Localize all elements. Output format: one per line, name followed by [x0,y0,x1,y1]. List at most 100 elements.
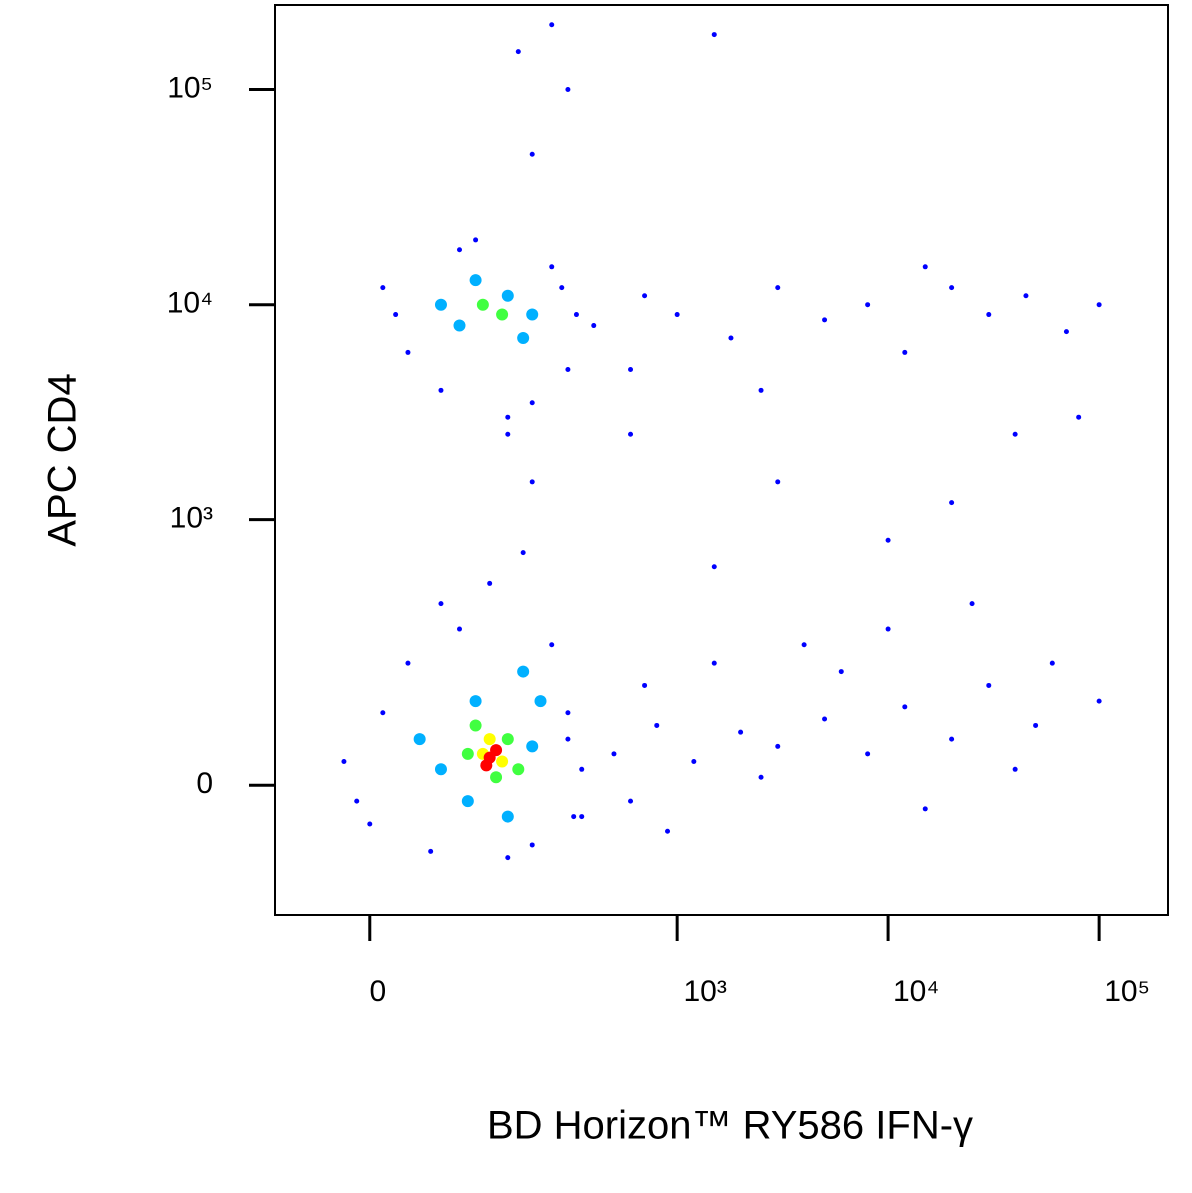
point [380,710,386,716]
point [526,740,539,753]
point [922,806,928,812]
point [512,763,525,776]
point [529,400,535,406]
point [457,247,463,253]
point [501,810,514,823]
point [986,682,992,688]
point [758,774,764,780]
point [711,660,717,666]
point [413,733,426,746]
point [642,682,648,688]
point [728,335,734,341]
point [505,414,511,420]
point [461,747,474,760]
point [801,642,807,648]
point [434,298,447,311]
point [822,716,828,722]
point [579,814,585,820]
point [341,758,347,764]
point [822,317,828,323]
point [1023,293,1029,299]
point [885,626,891,632]
point [1033,722,1039,728]
point [354,798,360,804]
point [457,626,463,632]
y-axis-title: APC CD4 [41,373,85,546]
x-tick-label: 10⁵ [1104,975,1150,1008]
point [490,771,503,784]
point [469,274,482,287]
point [461,795,474,808]
point [758,387,764,393]
point [496,308,509,321]
y-tick-label: 10⁵ [167,71,213,104]
point [434,763,447,776]
point [367,821,373,827]
point [380,285,386,291]
point [1049,660,1055,666]
point [1096,302,1102,308]
point [496,755,509,768]
point [438,387,444,393]
point [517,665,530,678]
point [628,798,634,804]
point [529,842,535,848]
point [453,319,466,332]
point [949,736,955,742]
point [738,729,744,735]
point [611,751,617,757]
point [549,642,555,648]
point [642,293,648,299]
y-tick-label: 0 [196,767,213,800]
point [591,323,597,329]
point [473,237,479,243]
point [476,298,489,311]
point [565,736,571,742]
point [565,87,571,93]
point [986,312,992,318]
point [654,722,660,728]
y-tick-label: 10⁴ [167,287,213,320]
point [487,580,493,586]
point [665,828,671,834]
point [1096,698,1102,704]
point [549,264,555,270]
point [902,349,908,355]
plot-frame [274,4,1169,916]
point [534,695,547,708]
point [515,49,521,55]
point [529,479,535,485]
point [549,22,555,28]
point [885,537,891,543]
x-axis-title: BD Horizon™ RY586 IFN-γ [487,1104,973,1148]
point [559,285,565,291]
point [405,349,411,355]
y-tick-label: 10³ [170,502,213,535]
point [501,289,514,302]
point [469,695,482,708]
point [571,814,577,820]
point [674,312,680,318]
point [1063,329,1069,335]
point [526,308,539,321]
point [922,264,928,270]
point [573,312,579,318]
point [838,669,844,675]
point [565,366,571,372]
point [469,719,482,732]
point [505,431,511,437]
point [529,151,535,157]
point [1012,766,1018,772]
point [480,759,493,772]
point [428,848,434,854]
point [505,855,511,861]
point [902,704,908,710]
point [501,733,514,746]
point [483,733,496,746]
point [949,285,955,291]
x-tick-label: 10³ [683,975,726,1008]
point [405,660,411,666]
point [865,751,871,757]
point [691,758,697,764]
